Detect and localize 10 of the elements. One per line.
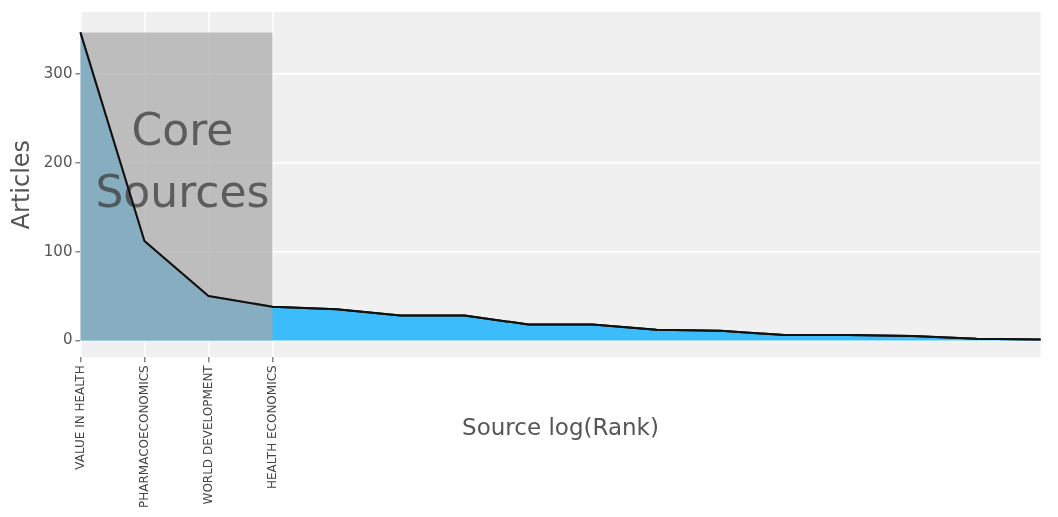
y-tick-label: 100 [43, 241, 73, 260]
y-axis-title: Articles [6, 139, 35, 230]
x-axis-title: Source log(Rank) [462, 414, 659, 441]
y-tick-label: 0 [62, 330, 73, 349]
x-tick-label: WORLD DEVELOPMENT [200, 364, 215, 505]
x-tick-label: VALUE IN HEALTH [72, 365, 87, 470]
y-tick-label: 300 [43, 64, 73, 83]
x-tick-label: PHARMACOECONOMICS [136, 365, 151, 508]
y-tick-label: 200 [43, 152, 73, 171]
x-tick-label: HEALTH ECONOMICS [264, 365, 279, 490]
